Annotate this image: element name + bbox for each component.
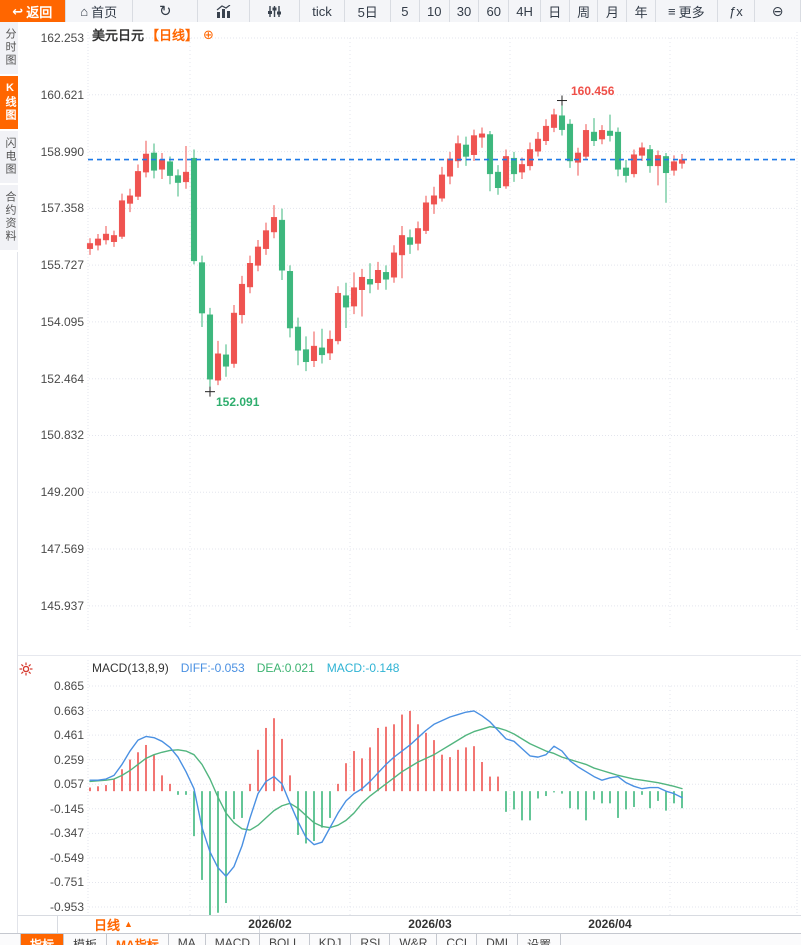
toolbar-item-period-month[interactable]: 月 xyxy=(598,0,628,22)
high-price-annotation: 160.456 xyxy=(571,83,615,98)
low-price-annotation: 152.091 xyxy=(216,394,260,409)
indicator-tab-rsi[interactable]: RSI xyxy=(351,934,391,945)
indicator-tab-ma-indicator[interactable]: MA指标 xyxy=(107,934,169,945)
sidebar: 分时图 K线图 闪电图 合约资料 xyxy=(0,22,18,945)
indicator-tab-boll[interactable]: BOLL xyxy=(260,934,310,945)
toolbar-item-home[interactable]: ⌂ 首页 xyxy=(65,0,133,22)
period-selector-dropdown[interactable]: 日线 ▲ xyxy=(57,915,260,933)
toolbar-item-back[interactable]: ↩ 返回 xyxy=(0,0,66,22)
indicator-tab-wr[interactable]: W&R xyxy=(390,934,438,945)
toolbar-item-indicator-panel[interactable] xyxy=(250,0,300,22)
toolbar-item-period-5[interactable]: 5 xyxy=(391,0,420,22)
macd-axis-label: 0.057 xyxy=(53,777,84,792)
period-selector-label: 日线 xyxy=(94,917,121,933)
price-axis-label: 155.727 xyxy=(40,258,84,273)
macd-hist-value: MACD:-0.148 xyxy=(326,661,400,675)
period-badge: 【日线】 xyxy=(146,28,199,43)
macd-axis-label: -0.347 xyxy=(49,826,84,841)
indicator-tab-indicator[interactable]: 指标 xyxy=(20,934,65,945)
toolbar-item-period-4h[interactable]: 4H xyxy=(509,0,541,22)
toolbar-item-period-10[interactable]: 10 xyxy=(419,0,450,22)
indicator-tab-settings[interactable]: 设置 xyxy=(518,934,562,945)
indicator-tab-dmi[interactable]: DMI xyxy=(477,934,519,945)
symbol-name: 美元日元 xyxy=(92,28,145,43)
macd-axis-label: 0.663 xyxy=(53,703,84,718)
toolbar-item-period-5d[interactable]: 5日 xyxy=(345,0,392,22)
macd-axis-label: -0.953 xyxy=(49,900,84,915)
price-axis-label: 158.990 xyxy=(40,144,84,159)
macd-axis-label: 0.865 xyxy=(53,679,84,693)
sidebar-tab-kline-chart[interactable]: K线图 xyxy=(0,76,18,131)
toolbar-item-period-year[interactable]: 年 xyxy=(627,0,657,22)
time-axis-label: 2026/04 xyxy=(588,917,632,931)
indicator-tab-cci[interactable]: CCI xyxy=(437,934,478,945)
toolbar-item-refresh[interactable]: ↻ xyxy=(132,0,199,22)
time-axis-row xyxy=(0,915,801,933)
indicator-tab-macd[interactable]: MACD xyxy=(206,934,261,945)
toolbar-item-period-day[interactable]: 日 xyxy=(540,0,570,22)
macd-params-label: MACD(13,8,9) xyxy=(92,661,169,675)
price-axis-label: 149.200 xyxy=(40,485,84,500)
toolbar: ↩ 返回 ⌂ 首页 ↻ tick 5日 5 10 30 60 4H 日周月年 ≡ 更多 ƒx ⊖ xyxy=(0,0,801,22)
toolbar-item-tick[interactable]: tick xyxy=(299,0,346,22)
macd-header: MACD(13,8,9) DIFF:-0.053 DEA:0.021 MACD:… xyxy=(92,661,399,675)
price-axis-label: 160.621 xyxy=(40,87,84,102)
toolbar-item-period-week[interactable]: 周 xyxy=(569,0,599,22)
price-axis-label: 150.832 xyxy=(40,428,84,443)
macd-axis-label: 0.259 xyxy=(53,752,84,767)
price-axis-label: 162.253 xyxy=(40,31,84,45)
toolbar-item-period-60[interactable]: 60 xyxy=(479,0,510,22)
indicator-tab-template[interactable]: 模板 xyxy=(64,934,108,945)
indicator-tab-ma[interactable]: MA xyxy=(169,934,206,945)
chart-title: 美元日元 【日线】 ⊕ xyxy=(92,25,214,44)
toolbar-item-chart-type[interactable] xyxy=(198,0,251,22)
macd-axis-label: 0.461 xyxy=(53,728,84,743)
macd-diff-value: DIFF:-0.053 xyxy=(180,661,245,675)
macd-dea-value: DEA:0.021 xyxy=(256,661,315,675)
macd-axis-label: -0.751 xyxy=(49,875,84,890)
time-axis-label: 2026/03 xyxy=(408,917,452,931)
dropdown-arrow-icon: ▲ xyxy=(124,919,133,929)
toolbar-item-fx[interactable]: ƒx xyxy=(717,0,756,22)
add-overlay-icon[interactable]: ⊕ xyxy=(203,26,214,42)
time-axis-label: 2026/02 xyxy=(248,917,292,931)
price-axis-label: 152.464 xyxy=(40,371,84,386)
sidebar-tab-time-chart[interactable]: 分时图 xyxy=(0,22,18,76)
indicator-tab-strip: 指标 模板 MA指标 MA MACD BOLL KDJ RSI W&R CCI DMI 设置 xyxy=(0,933,801,945)
toolbar-item-period-30[interactable]: 30 xyxy=(449,0,480,22)
toolbar-item-zoom-out[interactable]: ⊖ xyxy=(755,0,801,22)
macd-axis-label: -0.549 xyxy=(49,850,84,865)
sidebar-tab-flash-chart[interactable]: 闪电图 xyxy=(0,131,18,185)
price-axis-label: 154.095 xyxy=(40,314,84,329)
indicator-tab-kdj[interactable]: KDJ xyxy=(310,934,352,945)
price-axis-label: 147.569 xyxy=(40,542,84,557)
price-axis-label: 145.937 xyxy=(40,598,84,613)
macd-settings-icon[interactable] xyxy=(19,662,33,681)
sidebar-tab-contract-info[interactable]: 合约资料 xyxy=(0,185,18,252)
toolbar-item-more[interactable]: ≡ 更多 xyxy=(656,0,718,22)
macd-axis-label: -0.145 xyxy=(49,801,84,816)
price-axis-label: 157.358 xyxy=(40,201,84,216)
